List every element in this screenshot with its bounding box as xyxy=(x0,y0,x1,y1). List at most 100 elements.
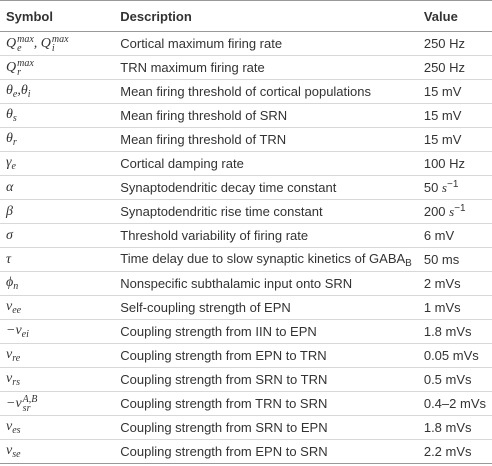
cell-text: 2 mVs xyxy=(423,276,461,291)
table-row: θs Mean firing threshold of SRN 15 mV xyxy=(0,103,492,128)
header-cell: Value xyxy=(417,0,492,32)
cell-text: 0.4–2 mVs xyxy=(423,396,486,411)
cell-text: α xyxy=(6,179,14,195)
symbol-cell: σ xyxy=(0,223,115,248)
header-row: Symbol Description Value xyxy=(0,0,492,32)
cell-text: ϕ xyxy=(6,275,14,290)
cell-text: Nonspecific subthalamic input onto SRN xyxy=(120,276,353,291)
value-cell: 15 mV xyxy=(417,127,492,152)
table-row: γe Cortical damping rate 100 Hz xyxy=(0,151,492,176)
cell-text: 0.5 mVs xyxy=(423,372,472,387)
description-cell: Coupling strength from SRN to EPN xyxy=(114,415,418,440)
value-cell: 1.8 mVs xyxy=(417,319,492,344)
cell-text: Cortical maximum firing rate xyxy=(120,36,283,51)
description-cell: Cortical damping rate xyxy=(114,151,418,176)
table-row: −ν A,B sr Coupling strength from TRN to SRN… xyxy=(0,391,492,416)
subscript: e xyxy=(12,89,18,100)
table-row: β Synaptodendritic rise time constant 200 … xyxy=(0,199,492,224)
sub-sup: max i xyxy=(51,33,69,53)
value-cell: 100 Hz xyxy=(417,151,492,176)
symbol-cell: −ν A,B sr xyxy=(0,391,115,416)
description-cell: Coupling strength from TRN to SRN xyxy=(114,391,418,416)
subscript: B xyxy=(405,257,412,269)
cell-text: s xyxy=(441,180,447,195)
value-cell: 15 mV xyxy=(417,103,492,128)
subscript: ee xyxy=(12,305,22,316)
cell-text: 1.8 mVs xyxy=(423,324,472,339)
table-row: νee Self-coupling strength of EPN 1 mVs xyxy=(0,295,492,320)
cell-text: TRN maximum firing rate xyxy=(120,60,265,75)
cell-text: θ xyxy=(6,83,13,98)
cell-text: 50 xyxy=(423,180,442,195)
cell-text: ν xyxy=(6,299,13,314)
sub-sup: A,B sr xyxy=(23,394,38,413)
sub-sup: max e xyxy=(17,34,34,54)
cell-text: Q xyxy=(6,35,17,51)
cell-text: 50 ms xyxy=(423,252,460,267)
cell-text: Time delay due to slow synaptic kinetics… xyxy=(120,250,406,266)
superscript: −1 xyxy=(446,179,459,190)
symbol-cell: νee xyxy=(0,295,115,320)
cell-text: ,θ xyxy=(17,83,28,98)
cell-text: 200 xyxy=(423,204,450,219)
superscript: −1 xyxy=(454,203,466,214)
subscript: e xyxy=(11,161,16,172)
description-cell: Cortical maximum firing rate xyxy=(114,31,418,56)
table-head: Symbol Description Value xyxy=(0,0,492,32)
symbol-cell: νes xyxy=(0,415,115,440)
cell-text: θ xyxy=(6,131,13,146)
table-row: νre Coupling strength from EPN to TRN 0.05… xyxy=(0,343,492,368)
cell-text: σ xyxy=(6,227,13,243)
value-cell: 250 Hz xyxy=(417,55,492,80)
symbol-cell: −νei xyxy=(0,319,115,344)
cell-text: Mean firing threshold of SRN xyxy=(120,108,288,123)
sub-sup: max r xyxy=(17,58,34,77)
value-cell: 0.4–2 mVs xyxy=(417,391,492,416)
description-cell: Coupling strength from EPN to TRN xyxy=(114,343,418,368)
cell-text: 100 Hz xyxy=(423,156,466,171)
subscript: re xyxy=(12,353,21,364)
cell-text: −ν xyxy=(6,395,22,411)
cell-text: Coupling strength from SRN to EPN xyxy=(120,420,328,435)
cell-text: ν xyxy=(6,371,13,386)
cell-text: Synaptodendritic rise time constant xyxy=(120,204,323,219)
cell-text: Q xyxy=(6,59,17,75)
table-row: θr Mean firing threshold of TRN 15 mV xyxy=(0,127,492,152)
value-cell: 0.05 mVs xyxy=(417,343,492,368)
table-row: α Synaptodendritic decay time constant 50 … xyxy=(0,175,492,200)
cell-text: ν xyxy=(6,419,13,434)
symbol-cell: νse xyxy=(0,439,115,464)
cell-text: Self-coupling strength of EPN xyxy=(120,300,291,315)
header-cell: Symbol xyxy=(0,0,115,32)
cell-text: τ xyxy=(6,251,12,267)
cell-text: ν xyxy=(6,443,13,458)
description-cell: Self-coupling strength of EPN xyxy=(114,295,418,320)
symbol-cell: νre xyxy=(0,343,115,368)
cell-text: 250 Hz xyxy=(423,60,466,75)
description-cell: Coupling strength from IIN to EPN xyxy=(114,319,418,344)
cell-text: 1.8 mVs xyxy=(423,420,472,435)
value-cell: 50 ms xyxy=(417,247,492,272)
symbol-cell: α xyxy=(0,175,115,200)
value-cell: 2.2 mVs xyxy=(417,439,492,464)
cell-text: Cortical damping rate xyxy=(120,156,244,171)
table-row: τ Time delay due to slow synaptic kinetic… xyxy=(0,247,492,272)
subscript: e xyxy=(17,42,22,54)
cell-text: Synaptodendritic decay time constant xyxy=(120,180,337,195)
description-cell: Synaptodendritic rise time constant xyxy=(114,199,418,224)
description-cell: Nonspecific subthalamic input onto SRN xyxy=(114,271,418,296)
cell-text: Mean firing threshold of TRN xyxy=(120,132,287,147)
value-cell: 50 s−1 xyxy=(417,175,492,200)
symbol-cell: γe xyxy=(0,151,115,176)
superscript: max xyxy=(51,33,69,45)
cell-text: Mean firing threshold of cortical popula… xyxy=(120,84,372,99)
value-cell: 6 mV xyxy=(417,223,492,248)
symbol-cell: θe,θi xyxy=(0,79,115,104)
value-cell: 2 mVs xyxy=(417,271,492,296)
subscript: r xyxy=(12,137,17,148)
